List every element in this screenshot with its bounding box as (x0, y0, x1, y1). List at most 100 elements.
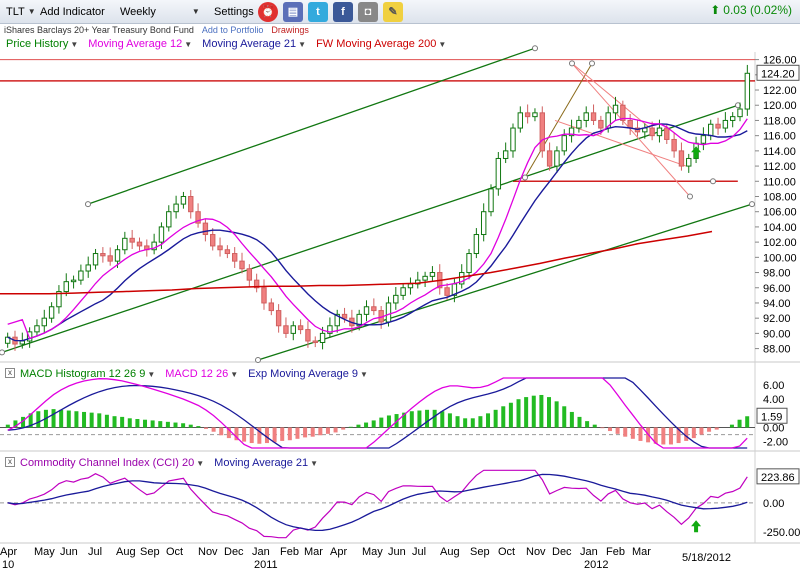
trendline-handle (0, 349, 5, 356)
macd-histogram-bar (714, 427, 719, 430)
macd-histogram-bar (539, 394, 544, 428)
legend-ema9[interactable]: Exp Moving Average 9 ▼ (248, 368, 368, 380)
legend-price-history[interactable]: Price History ▼ (6, 38, 79, 50)
legend-ma21[interactable]: Moving Average 21 ▼ (202, 38, 307, 50)
legend-macd-histogram[interactable]: MACD Histogram 12 26 9 ▼ (20, 368, 156, 380)
price-tick-label: 120.00 (763, 100, 797, 112)
candle-body (114, 249, 121, 262)
macd-histogram-bar (615, 427, 620, 434)
candle-body (415, 279, 421, 285)
legend-macd-line[interactable]: MACD 12 26 ▼ (165, 368, 239, 380)
trendline-handle (255, 357, 261, 363)
candle-body (715, 123, 721, 129)
candle-body (598, 119, 604, 129)
candle-body (561, 135, 567, 152)
macd-histogram-bar (486, 413, 491, 428)
facebook-icon[interactable]: f (333, 1, 353, 22)
macd-histogram-bar (333, 427, 338, 433)
candle-body (34, 325, 40, 333)
macd-histogram-bar (66, 410, 71, 428)
candle-body (664, 127, 670, 140)
macd-value-box (756, 407, 788, 424)
macd-histogram-bar (554, 401, 559, 428)
macd-histogram-bar (524, 397, 529, 428)
macd-histogram-bar (577, 416, 582, 428)
candle-body (627, 119, 633, 129)
symbol-label: TLT (6, 5, 25, 18)
legend-ma12[interactable]: Moving Average 12 ▼ (88, 38, 193, 50)
candle-body (210, 234, 216, 247)
candle-body (729, 116, 736, 121)
macd-histogram-bar (547, 397, 552, 428)
note-icon[interactable]: ✎ (383, 1, 403, 22)
macd-histogram-bar (684, 427, 689, 441)
month-label: Mar (632, 546, 651, 558)
save-icon[interactable]: ▤ (283, 1, 303, 22)
trendline-handle (532, 45, 538, 52)
candle-body (686, 157, 692, 167)
month-label: Jan (580, 546, 598, 558)
candle-body (231, 253, 238, 262)
month-label: Mar (304, 546, 323, 558)
price-tick-label: 88.00 (763, 344, 791, 356)
macd-histogram-bar (143, 419, 148, 428)
candle-body (495, 157, 502, 190)
camera-icon[interactable]: ◘ (358, 1, 378, 22)
macd-histogram-bar (21, 416, 26, 428)
macd-histogram-bar (661, 427, 666, 445)
symbol-selector[interactable]: TLT ▼ (0, 0, 36, 24)
macd-histogram-bar (630, 427, 635, 439)
legend-cci[interactable]: Commodity Channel Index (CCI) 20 ▼ (20, 457, 205, 469)
cci-panel-close-icon[interactable]: x (5, 457, 15, 467)
period-selector[interactable]: Weekly ▼ (114, 0, 202, 24)
add-indicator-button[interactable]: Add Indicator (34, 0, 114, 24)
macd-tick-label: 0.00 (763, 422, 784, 434)
candle-body (524, 112, 531, 118)
candle-body (459, 272, 465, 285)
candle-body (188, 195, 194, 213)
legend-ma200[interactable]: FW Moving Average 200 ▼ (316, 38, 447, 50)
macd-histogram-bar (402, 412, 407, 428)
add-to-portfolio-link[interactable]: Add to Portfolio (201, 25, 264, 35)
settings-button[interactable]: Settings (202, 0, 258, 24)
macd-histogram-bar (150, 420, 155, 428)
macd-histogram-bar (165, 421, 170, 428)
macd-histogram-bar (592, 424, 597, 428)
month-label: Jul (88, 546, 102, 558)
month-label: Jul (412, 546, 426, 558)
cci-ma-line (7, 473, 748, 532)
macd-histogram-bar (89, 412, 94, 428)
candle-body (319, 332, 326, 344)
macd-line (7, 377, 748, 449)
macd-histogram-bar (691, 427, 696, 439)
drawings-link[interactable]: Drawings (271, 25, 309, 35)
toolbar: TLT ▼ Add Indicator Weekly ▼ Settings ⏰ … (0, 0, 800, 24)
macd-panel-close-icon[interactable]: x (5, 368, 15, 378)
legend-cci-ma[interactable]: Moving Average 21 ▼ (214, 457, 319, 469)
up-arrow-icon: ⬆ (710, 3, 721, 17)
candle-body (576, 119, 582, 129)
candle-body (422, 275, 428, 281)
candle-body (385, 302, 392, 323)
twitter-icon[interactable]: t (308, 1, 328, 22)
month-label: Jun (388, 546, 406, 558)
trendline-pink (571, 63, 651, 129)
macd-histogram-bar (104, 414, 109, 428)
month-label: Feb (606, 546, 625, 558)
candle-body (63, 281, 69, 293)
alarm-clock-icon[interactable]: ⏰ (258, 1, 278, 22)
cci-last-value: 223.86 (761, 472, 795, 484)
candle-body (202, 222, 209, 236)
macd-histogram-bar (211, 427, 216, 432)
price-tick-label: 122.00 (763, 85, 797, 97)
ma12-line (7, 117, 748, 340)
macd-histogram-bar (341, 427, 346, 430)
trendline-olive (524, 63, 593, 178)
macd-histogram-bar (287, 427, 292, 441)
macd-histogram-bar (623, 427, 628, 437)
date-flag: 5/18/2012 (682, 552, 731, 564)
candle-body (107, 255, 113, 262)
month-label: Aug (116, 546, 136, 558)
price-tick-label: 106.00 (763, 207, 797, 219)
